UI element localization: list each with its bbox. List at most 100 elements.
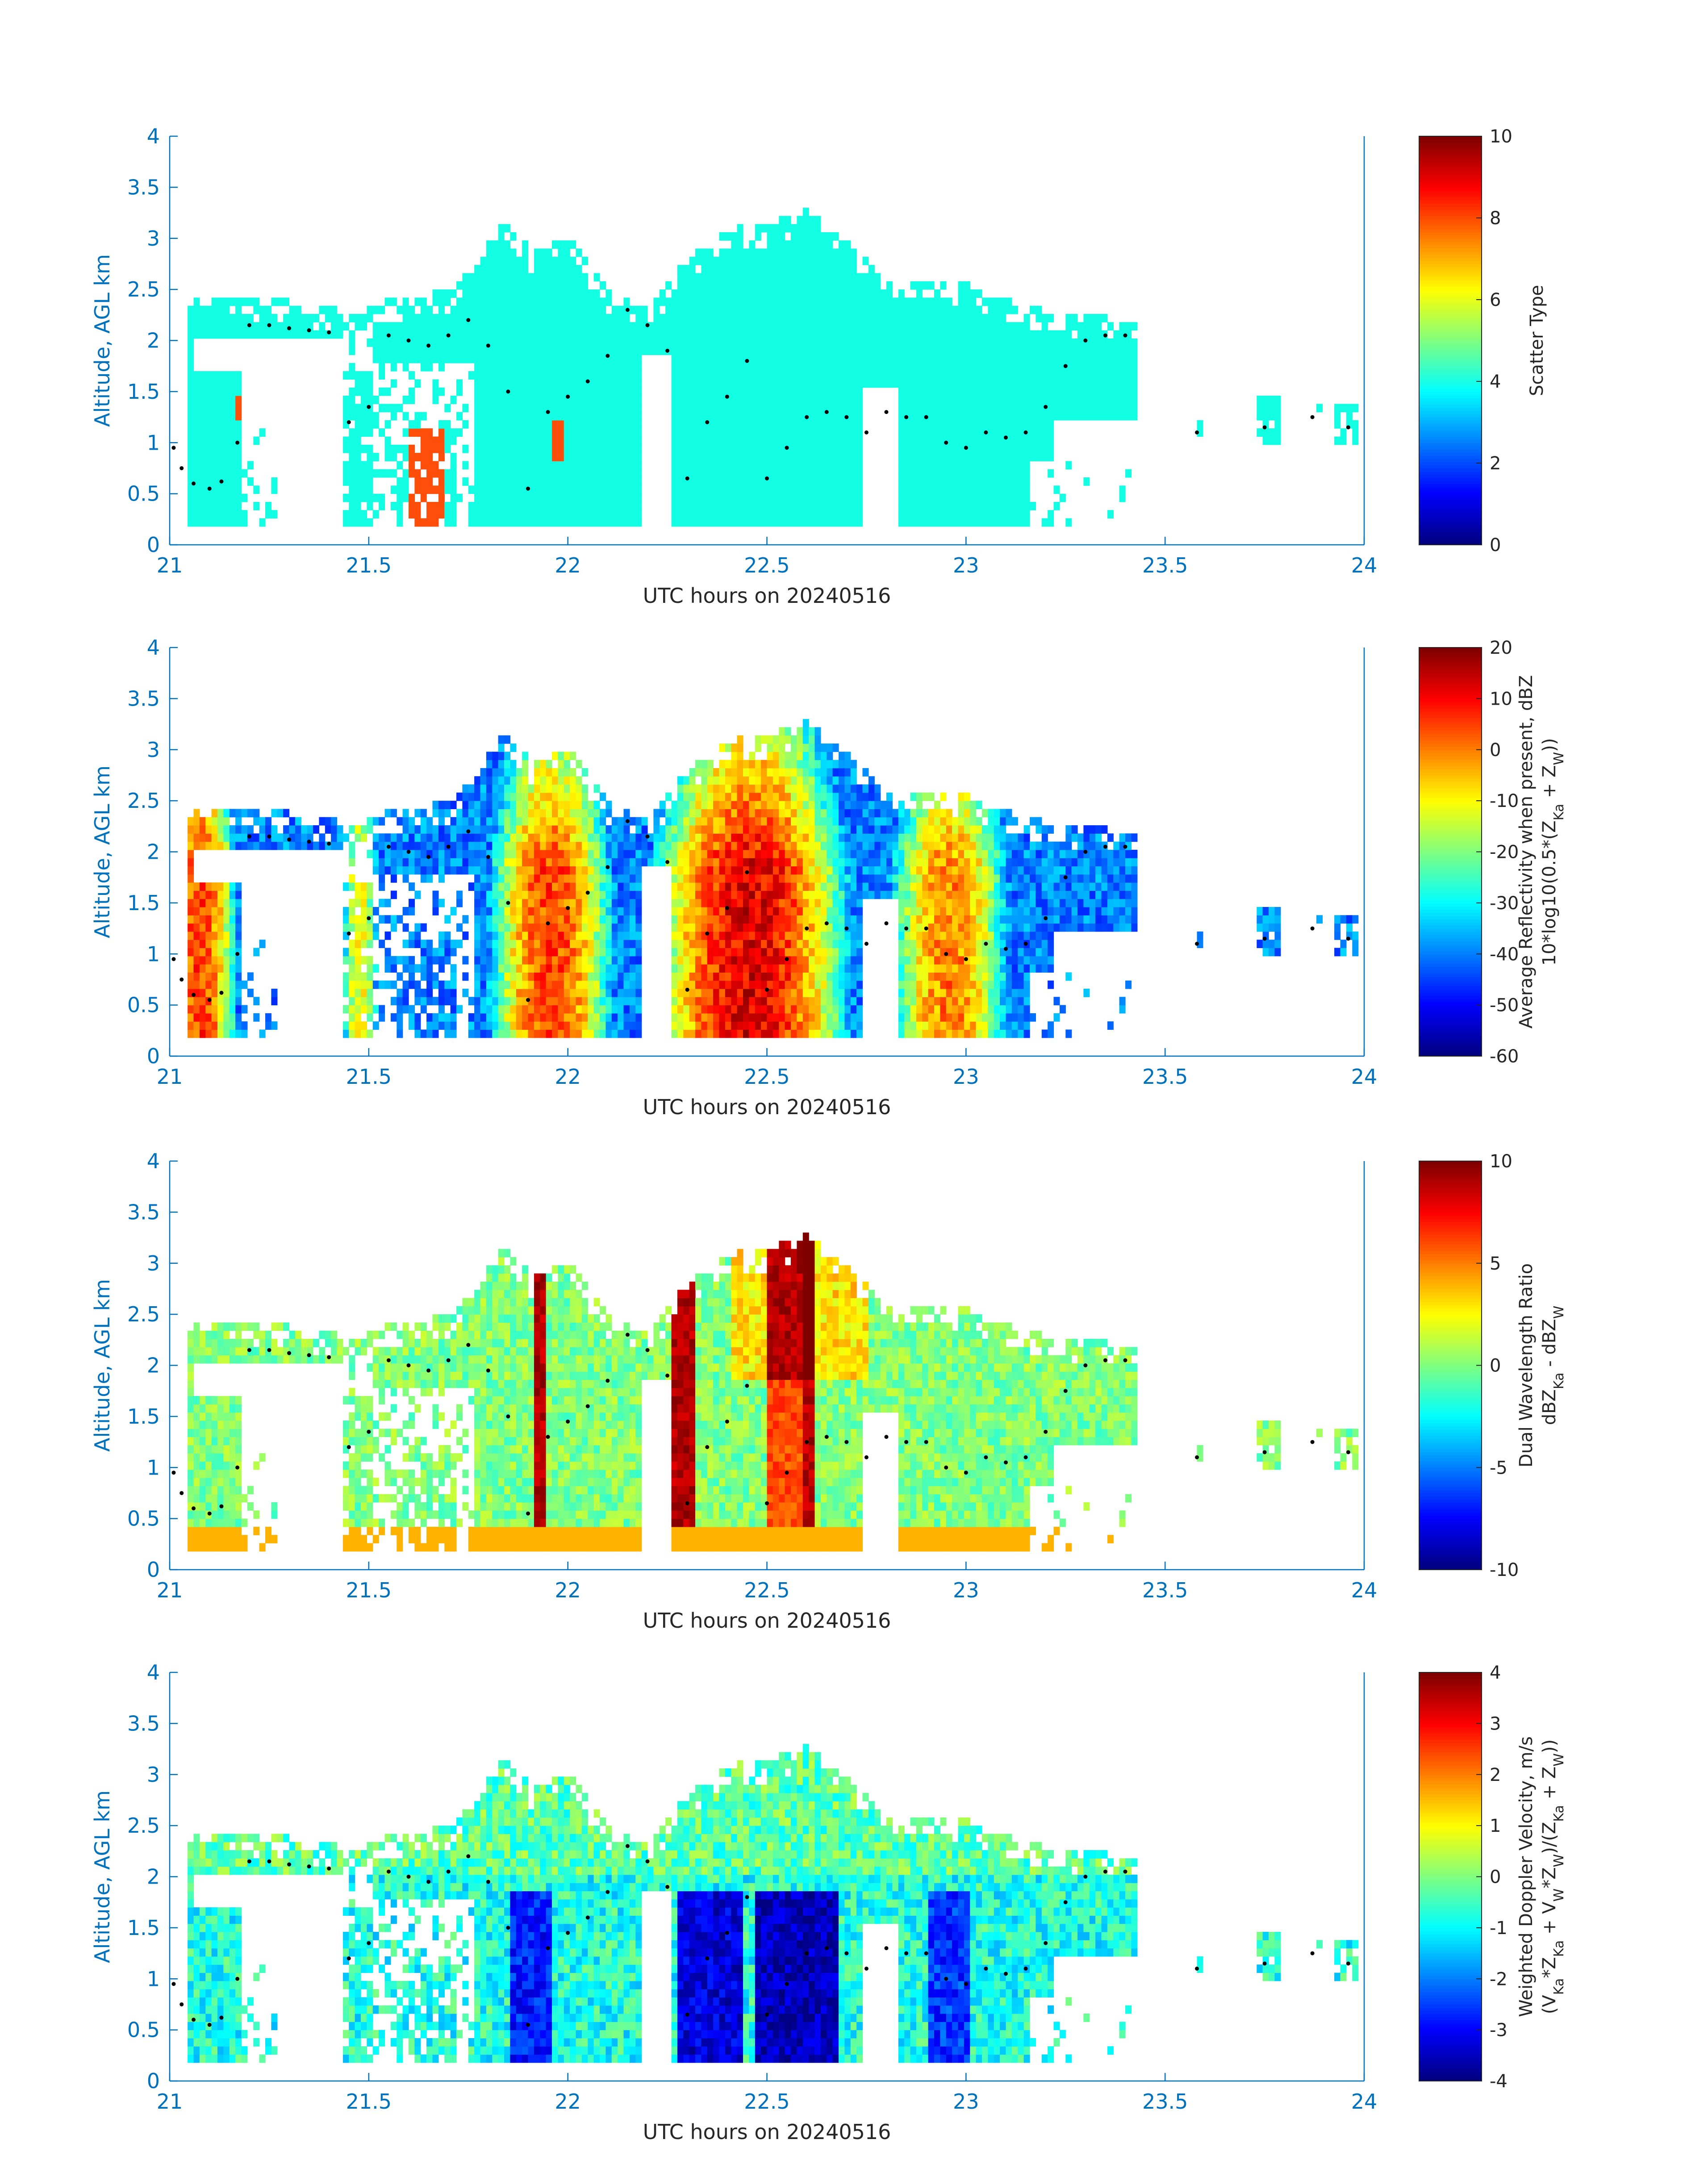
heatmap-cell: [701, 436, 708, 445]
heatmap-cell: [635, 412, 642, 421]
heatmap-cell: [480, 833, 487, 842]
heatmap-cell: [1053, 347, 1060, 355]
heatmap-cell: [809, 330, 815, 339]
heatmap-cell: [241, 330, 248, 339]
heatmap-cell: [600, 379, 606, 388]
heatmap-cell: [1083, 404, 1090, 413]
heatmap-cell: [725, 412, 731, 421]
heatmap-cell: [928, 404, 935, 413]
heatmap-cell: [1036, 404, 1042, 413]
heatmap-cell: [319, 330, 326, 339]
heatmap-cell: [462, 792, 469, 801]
heatmap-cell: [946, 501, 952, 510]
echo-top-marker: [805, 415, 809, 419]
heatmap-cell: [199, 1005, 206, 1014]
heatmap-cell: [576, 469, 582, 478]
heatmap-cell: [223, 404, 230, 413]
heatmap-cell: [540, 305, 547, 314]
heatmap-cell: [761, 396, 768, 404]
heatmap-cell: [444, 931, 451, 940]
heatmap-cell: [982, 493, 988, 502]
heatmap-cell: [611, 371, 618, 380]
heatmap-cell: [480, 776, 487, 785]
heatmap-cell: [767, 248, 773, 257]
heatmap-cell: [593, 289, 600, 298]
heatmap-cell: [444, 866, 451, 875]
heatmap-cell: [450, 948, 457, 957]
heatmap-cell: [749, 412, 756, 421]
heatmap-cell: [576, 436, 582, 445]
heatmap-cell: [510, 379, 517, 388]
heatmap-cell: [504, 363, 510, 372]
heatmap-cell: [516, 518, 522, 527]
heatmap-cell: [701, 330, 708, 339]
heatmap-cell: [1023, 453, 1030, 461]
heatmap-cell: [283, 841, 290, 850]
heatmap-cell: [390, 874, 397, 883]
heatmap-cell: [1131, 363, 1138, 372]
heatmap-cell: [928, 396, 935, 404]
heatmap-cell: [229, 396, 236, 404]
heatmap-cell: [761, 493, 768, 502]
heatmap-cell: [581, 387, 588, 396]
heatmap-cell: [785, 314, 791, 322]
heatmap-cell: [737, 322, 743, 331]
heatmap-cell: [958, 436, 965, 445]
heatmap-cell: [390, 355, 397, 364]
heatmap-cell: [701, 404, 708, 413]
heatmap-cell: [671, 428, 678, 437]
heatmap-cell: [480, 948, 487, 957]
heatmap-cell: [552, 396, 558, 404]
heatmap-cell: [522, 1013, 529, 1022]
colorbar-swatch: [1419, 209, 1482, 213]
heatmap-cell: [235, 940, 242, 949]
heatmap-cell: [229, 322, 236, 331]
heatmap-cell: [892, 371, 899, 380]
heatmap-cell: [355, 485, 361, 494]
heatmap-cell: [540, 387, 547, 396]
heatmap-cell: [916, 355, 923, 364]
heatmap-cell: [414, 849, 421, 858]
colorbar-swatch: [1419, 190, 1482, 194]
heatmap-cell: [982, 444, 988, 453]
heatmap-cell: [940, 444, 947, 453]
heatmap-cell: [802, 256, 809, 265]
heatmap-cell: [444, 314, 451, 322]
heatmap-cell: [223, 314, 230, 322]
heatmap-cell: [438, 355, 445, 364]
heatmap-cell: [229, 501, 236, 510]
heatmap-cell: [211, 453, 218, 461]
heatmap-cell: [486, 469, 493, 478]
heatmap-cell: [367, 501, 373, 510]
heatmap-cell: [588, 347, 594, 355]
heatmap-cell: [707, 444, 714, 453]
heatmap-cell: [211, 882, 218, 891]
heatmap-cell: [444, 436, 451, 445]
heatmap-cell: [844, 420, 851, 429]
heatmap-cell: [1000, 355, 1006, 364]
heatmap-cell: [259, 330, 266, 339]
heatmap-cell: [259, 314, 266, 322]
heatmap-cell: [402, 956, 409, 965]
heatmap-cell: [940, 338, 947, 347]
heatmap-cell: [516, 387, 522, 396]
heatmap-cell: [779, 428, 785, 437]
heatmap-cell: [474, 420, 481, 429]
heatmap-cell: [420, 989, 427, 997]
heatmap-cell: [1048, 314, 1054, 322]
heatmap-cell: [1077, 355, 1084, 364]
heatmap-cell: [964, 436, 970, 445]
heatmap-cell: [564, 305, 570, 314]
heatmap-cell: [450, 972, 457, 981]
heatmap-cell: [737, 273, 743, 282]
heatmap-cell: [611, 347, 618, 355]
heatmap-cell: [486, 518, 493, 527]
heatmap-cell: [588, 305, 594, 314]
heatmap-cell: [1113, 330, 1120, 339]
heatmap-cell: [701, 477, 708, 486]
heatmap-cell: [814, 347, 821, 355]
heatmap-cell: [1048, 379, 1054, 388]
heatmap-cell: [342, 510, 349, 519]
heatmap-cell: [1107, 396, 1114, 404]
heatmap-cell: [916, 518, 923, 527]
